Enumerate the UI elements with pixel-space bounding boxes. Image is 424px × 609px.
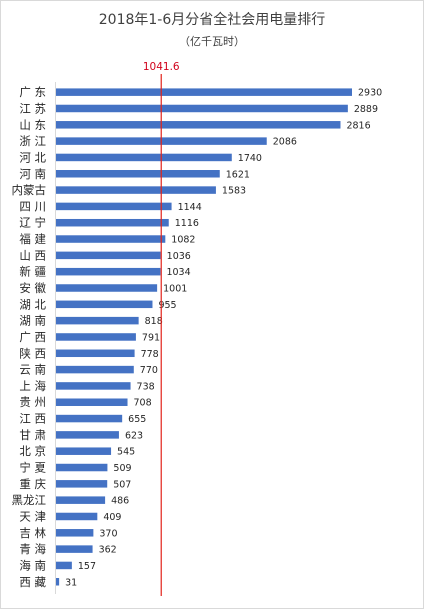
data-label: 545 xyxy=(117,447,135,458)
category-label: 天 津 xyxy=(19,509,46,523)
bar xyxy=(56,235,166,243)
category-label: 内蒙古 xyxy=(12,183,47,197)
bar xyxy=(56,267,161,276)
category-label: 湖 南 xyxy=(19,314,46,328)
data-label: 708 xyxy=(134,398,152,409)
bar xyxy=(56,104,348,113)
bar xyxy=(56,480,108,488)
data-label: 1144 xyxy=(178,202,202,213)
data-label: 818 xyxy=(145,316,163,327)
category-label: 江 苏 xyxy=(19,101,46,115)
data-label: 1740 xyxy=(238,153,262,164)
data-label: 1036 xyxy=(167,251,191,262)
bar xyxy=(56,316,139,325)
category-label: 山 东 xyxy=(19,118,46,132)
bars-group: 广 东 2930 江 苏 2889 山 东 2816 浙 江 2086 河 北 1740 河 南 16… xyxy=(12,85,383,589)
data-label: 507 xyxy=(113,479,131,490)
category-label: 安 徽 xyxy=(19,281,46,295)
category-label: 海 南 xyxy=(19,558,46,572)
data-label: 2816 xyxy=(346,120,370,131)
category-label: 吉 林 xyxy=(19,526,46,540)
data-label: 1001 xyxy=(163,284,187,295)
data-label: 2086 xyxy=(273,137,297,148)
data-label: 486 xyxy=(111,496,129,507)
bar xyxy=(56,251,161,260)
data-label: 1082 xyxy=(171,235,195,246)
data-label: 791 xyxy=(142,332,160,343)
chart-title: 2018年1-6月分省全社会用电量排行 xyxy=(99,11,326,28)
category-label: 山 西 xyxy=(19,248,46,262)
category-label: 青 海 xyxy=(19,542,46,556)
data-label: 2889 xyxy=(354,104,378,115)
bar xyxy=(56,218,169,227)
data-label: 509 xyxy=(113,463,131,474)
category-label: 新 疆 xyxy=(19,265,46,279)
bar xyxy=(56,578,60,586)
bar xyxy=(56,382,131,390)
category-label: 上 海 xyxy=(19,379,46,393)
data-label: 738 xyxy=(137,381,155,392)
category-label: 重 庆 xyxy=(19,477,46,491)
category-label: 广 东 xyxy=(19,85,46,99)
bar xyxy=(56,414,123,423)
data-label: 623 xyxy=(125,430,143,441)
bar xyxy=(56,202,172,211)
bar xyxy=(56,365,134,374)
data-label: 1583 xyxy=(222,186,246,197)
bar xyxy=(56,349,135,358)
bar xyxy=(56,496,106,504)
category-label: 北 京 xyxy=(19,444,46,458)
bar xyxy=(56,186,216,194)
category-label: 宁 夏 xyxy=(19,461,46,475)
category-label: 河 北 xyxy=(19,150,46,164)
data-label: 1034 xyxy=(166,267,190,278)
category-label: 黑龙江 xyxy=(12,493,47,507)
category-label: 甘 肃 xyxy=(19,428,46,442)
category-label: 辽 宁 xyxy=(19,216,46,230)
category-label: 浙 江 xyxy=(19,134,46,148)
data-label: 362 xyxy=(99,545,117,556)
data-label: 955 xyxy=(158,300,176,311)
category-label: 陕 西 xyxy=(19,346,46,360)
data-label: 1621 xyxy=(226,169,250,180)
bar xyxy=(56,398,128,406)
reference-line-group: 1041.6 xyxy=(143,61,180,596)
bar xyxy=(56,153,232,162)
data-label: 1116 xyxy=(175,218,199,229)
category-label: 云 南 xyxy=(19,363,46,377)
data-label: 655 xyxy=(128,414,146,425)
bar xyxy=(56,512,98,521)
bar xyxy=(56,431,119,439)
data-label: 31 xyxy=(65,577,77,588)
bar xyxy=(56,529,94,537)
category-label: 四 川 xyxy=(19,199,46,213)
category-label: 广 西 xyxy=(19,330,46,344)
category-label: 河 南 xyxy=(19,167,46,181)
bar xyxy=(56,561,72,570)
category-label: 湖 北 xyxy=(19,297,46,311)
reference-line-label: 1041.6 xyxy=(143,61,180,73)
bar xyxy=(56,170,220,178)
category-label: 福 建 xyxy=(19,232,46,246)
data-label: 370 xyxy=(99,528,117,539)
data-label: 409 xyxy=(103,512,121,523)
bar xyxy=(56,333,136,341)
bar xyxy=(56,463,108,472)
bar xyxy=(56,545,93,553)
data-label: 778 xyxy=(141,349,159,360)
bar xyxy=(56,284,158,292)
data-label: 2930 xyxy=(358,88,382,99)
bar xyxy=(56,121,341,129)
bar xyxy=(56,447,112,455)
category-label: 西 藏 xyxy=(19,575,46,589)
data-label: 157 xyxy=(78,561,96,572)
bar xyxy=(56,300,153,309)
category-label: 贵 州 xyxy=(19,395,46,409)
data-label: 770 xyxy=(140,365,158,376)
chart-subtitle: （亿千瓦时） xyxy=(179,35,245,48)
category-label: 江 西 xyxy=(19,412,46,426)
bar xyxy=(56,88,352,96)
